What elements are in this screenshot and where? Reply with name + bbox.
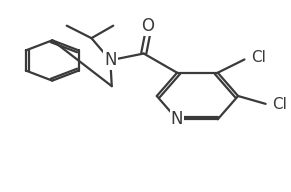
Text: N: N <box>171 110 183 128</box>
Text: Cl: Cl <box>251 50 266 65</box>
Text: Cl: Cl <box>272 97 287 112</box>
Text: N: N <box>104 51 117 69</box>
Text: O: O <box>141 17 155 35</box>
